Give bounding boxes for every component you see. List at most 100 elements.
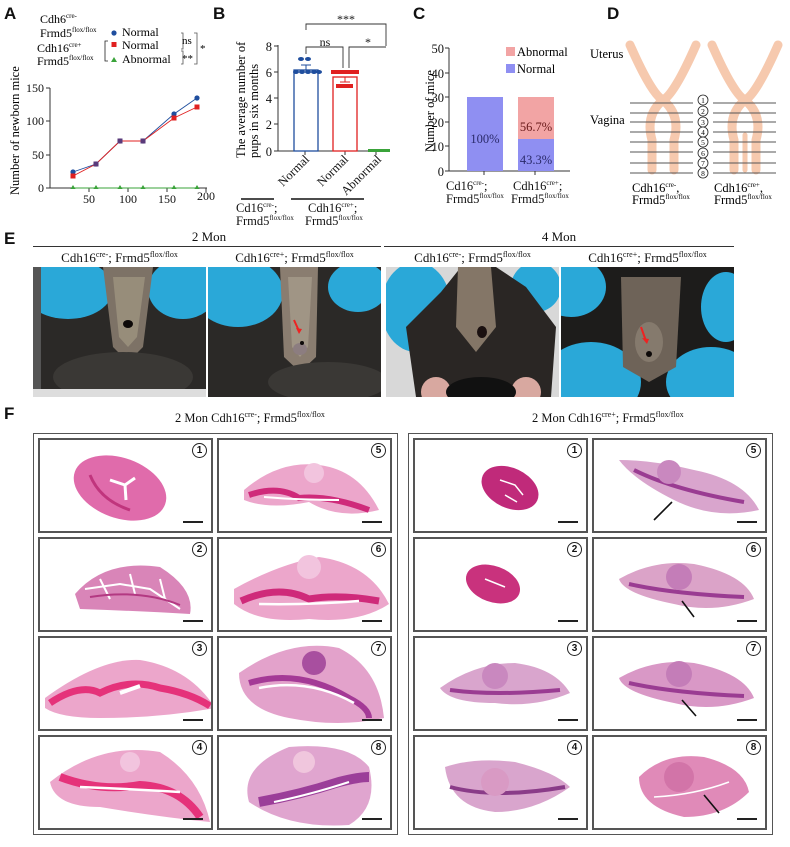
vagina-label: Vagina — [590, 113, 625, 127]
scale-bar — [183, 818, 203, 820]
histology-tile-wt-2: 2 — [38, 537, 213, 632]
photo-caption-1: Cdh16cre-; Frmd5flox/flox — [61, 250, 178, 265]
histology-tile-ko-1: 1 — [413, 438, 588, 533]
histology-tile-wt-8: 8 — [217, 735, 392, 830]
svg-text:**: ** — [182, 53, 193, 65]
svg-text:8: 8 — [266, 40, 272, 54]
svg-text:Normal: Normal — [122, 25, 159, 39]
svg-text:Abnormal: Abnormal — [517, 45, 568, 59]
scale-bar — [362, 521, 382, 523]
uterus-label: Uterus — [590, 47, 623, 61]
svg-text:4: 4 — [701, 128, 705, 137]
svg-text:10: 10 — [432, 140, 445, 154]
mouse-photo-4mon-cre-minus — [386, 267, 559, 397]
svg-text:50: 50 — [83, 192, 95, 205]
bar-abnormal — [368, 149, 390, 152]
timepoint-divider-4mon — [384, 246, 734, 247]
svg-text:Abnormal: Abnormal — [122, 52, 171, 66]
mouse-photo-2mon-cre-plus — [208, 267, 381, 397]
histology-tile-ko-4: 4 — [413, 735, 588, 830]
bar-c-cre-plus-abnormal — [518, 97, 554, 139]
sig-triple: *** — [337, 12, 355, 26]
bar-c-cre-minus-normal — [467, 97, 503, 171]
section-marker-3-icon: 3 — [697, 116, 709, 128]
section-number-icon: 3 — [567, 641, 582, 656]
svg-text:30: 30 — [432, 91, 445, 105]
svg-text:6: 6 — [701, 149, 705, 158]
scale-bar — [737, 620, 757, 622]
svg-text:100%: 100% — [470, 132, 499, 146]
svg-text:50: 50 — [32, 148, 44, 162]
svg-text:0: 0 — [38, 181, 44, 195]
panel-letter-b: B — [213, 4, 226, 23]
svg-text:100: 100 — [26, 114, 44, 128]
histology-tile-ko-2: 2 — [413, 537, 588, 632]
section-number-icon: 5 — [746, 443, 761, 458]
svg-text:Cd16cre-;: Cd16cre-; — [236, 201, 277, 215]
histology-tile-wt-3: 3 — [38, 636, 213, 731]
svg-text:4: 4 — [266, 92, 273, 106]
section-number-icon: 7 — [746, 641, 761, 656]
photo-caption-4: Cdh16cre+; Frmd5flox/flox — [588, 250, 707, 265]
section-marker-6-icon: 6 — [697, 147, 709, 159]
svg-text:3: 3 — [701, 118, 705, 127]
svg-text:150: 150 — [158, 192, 176, 205]
section-number-icon: 1 — [567, 443, 582, 458]
svg-text:ns: ns — [182, 35, 192, 47]
scale-bar — [362, 719, 382, 721]
svg-text:7: 7 — [701, 159, 705, 168]
black-arrow-icon — [681, 699, 697, 717]
legend-a: Cdh6cre- Frmd5flox/flox Normal Cdh16cre+… — [37, 12, 206, 68]
svg-text:5: 5 — [701, 138, 705, 147]
mouse-photo-2mon-cre-minus — [33, 267, 206, 397]
section-marker-7-icon: 7 — [697, 157, 709, 169]
black-arrow-icon — [681, 600, 695, 618]
scale-bar — [558, 521, 578, 523]
svg-text:Cdh16cre+;: Cdh16cre+; — [308, 201, 357, 215]
svg-text:*: * — [200, 43, 206, 55]
scale-bar — [558, 719, 578, 721]
svg-text:6: 6 — [266, 66, 272, 80]
photo-caption-3: Cdh16cre-; Frmd5flox/flox — [414, 250, 531, 265]
histology-tile-wt-7: 7 — [217, 636, 392, 731]
svg-text:Cdh6cre-: Cdh6cre- — [40, 12, 78, 26]
panel-letter-d: D — [607, 4, 620, 23]
svg-text:Frmd5flox/flox: Frmd5flox/flox — [632, 193, 690, 207]
chart-a: Cdh6cre- Frmd5flox/flox Normal Cdh16cre+… — [8, 12, 215, 205]
svg-text:Frmd5flox/flox: Frmd5flox/flox — [37, 54, 94, 68]
sig-ns: ns — [320, 35, 331, 49]
histology-tile-wt-6: 6 — [217, 537, 392, 632]
timepoint-4mon: 4 Mon — [541, 229, 577, 244]
svg-text:pups in six months: pups in six months — [247, 64, 261, 158]
panel-letter-f: F — [4, 404, 15, 423]
svg-text:40: 40 — [432, 67, 445, 81]
scale-bar — [362, 818, 382, 820]
svg-text:Frmd5flox/flox: Frmd5flox/flox — [511, 192, 569, 206]
histology-tile-ko-8: 8 — [592, 735, 767, 830]
section-number-icon: 4 — [192, 740, 207, 755]
scale-bar — [558, 818, 578, 820]
chart-b: The average number of pups in six months… — [234, 12, 390, 225]
legend-marker-red-square-icon — [111, 42, 117, 47]
histology-tile-ko-3: 3 — [413, 636, 588, 731]
section-number-icon: 2 — [567, 542, 582, 557]
section-number-icon: 1 — [192, 443, 207, 458]
scale-bar — [183, 620, 203, 622]
scale-bar — [362, 620, 382, 622]
series-normal-cre-minus — [70, 95, 200, 175]
series-normal-cre-plus — [70, 104, 200, 179]
bar-normal-cre-plus — [332, 76, 358, 152]
y-axis-label-b: The average number of — [234, 41, 248, 158]
histology-tile-wt-5: 5 — [217, 438, 392, 533]
section-number-icon: 4 — [567, 740, 582, 755]
svg-text:150: 150 — [26, 81, 44, 95]
svg-text:Frmd5flox/flox: Frmd5flox/flox — [446, 192, 504, 206]
histology-group-title-cre-plus: 2 Mon Cdh16cre+; Frmd5flox/flox — [532, 410, 684, 425]
svg-text:56.7%: 56.7% — [520, 120, 552, 134]
scale-bar — [183, 521, 203, 523]
histology-tile-ko-7: 7 — [592, 636, 767, 731]
svg-text:Cdh16cre+: Cdh16cre+ — [37, 41, 82, 55]
histology-tile-ko-6: 6 — [592, 537, 767, 632]
svg-text:0: 0 — [438, 165, 444, 179]
